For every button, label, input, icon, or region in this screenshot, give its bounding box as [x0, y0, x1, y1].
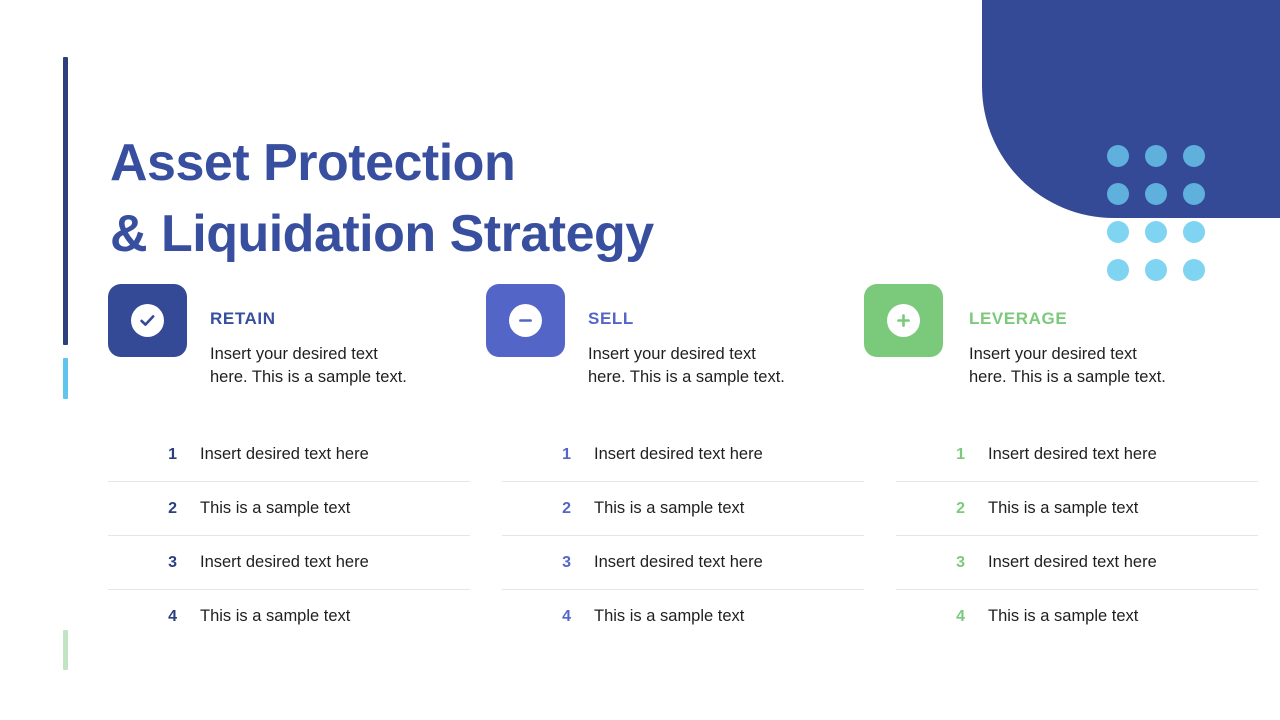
column-sell: SELL Insert your desired text here. This…: [486, 284, 864, 643]
column-header-leverage: LEVERAGE Insert your desired text here. …: [864, 284, 1226, 388]
list-item-label: This is a sample text: [200, 607, 351, 625]
list-item[interactable]: 1 Insert desired text here: [502, 428, 864, 482]
strategy-columns: RETAIN Insert your desired text here. Th…: [108, 284, 1258, 643]
list-item-label: Insert desired text here: [594, 553, 763, 571]
check-circle-icon: [131, 304, 164, 337]
column-label-retain: RETAIN: [210, 309, 276, 328]
dot: [1183, 221, 1205, 243]
column-header-retain: RETAIN Insert your desired text here. Th…: [108, 284, 470, 388]
column-description-sell: Insert your desired text here. This is a…: [588, 345, 785, 387]
dot: [1183, 183, 1205, 205]
list-item-number: 2: [956, 499, 965, 517]
list-item[interactable]: 4 This is a sample text: [896, 590, 1258, 643]
page-title: Asset Protection & Liquidation Strategy: [110, 128, 950, 269]
dot: [1145, 183, 1167, 205]
column-retain: RETAIN Insert your desired text here. Th…: [108, 284, 470, 643]
list-item[interactable]: 2 This is a sample text: [108, 482, 470, 536]
list-item-number: 1: [956, 445, 965, 463]
list-item[interactable]: 2 This is a sample text: [502, 482, 864, 536]
accent-bar-green: [63, 630, 68, 670]
column-header-text-sell: SELL Insert your desired text here. This…: [588, 284, 785, 390]
icon-card-retain[interactable]: [108, 284, 187, 357]
column-leverage: LEVERAGE Insert your desired text here. …: [864, 284, 1258, 643]
list-item-label: Insert desired text here: [594, 445, 763, 463]
list-item[interactable]: 3 Insert desired text here: [108, 536, 470, 590]
dot: [1107, 145, 1129, 167]
list-item-label: This is a sample text: [594, 607, 745, 625]
list-item-number: 2: [168, 499, 177, 517]
list-item-label: This is a sample text: [988, 499, 1139, 517]
icon-card-sell[interactable]: [486, 284, 565, 357]
list-item-label: Insert desired text here: [200, 553, 369, 571]
list-item[interactable]: 3 Insert desired text here: [896, 536, 1258, 590]
list-item-number: 4: [168, 607, 177, 625]
dot: [1107, 259, 1129, 281]
dot: [1107, 183, 1129, 205]
list-item[interactable]: 4 This is a sample text: [502, 590, 864, 643]
dot: [1145, 259, 1167, 281]
list-item[interactable]: 1 Insert desired text here: [108, 428, 470, 482]
column-description-leverage: Insert your desired text here. This is a…: [969, 345, 1166, 387]
list-leverage: 1 Insert desired text here 2 This is a s…: [896, 428, 1258, 643]
list-retain: 1 Insert desired text here 2 This is a s…: [108, 428, 470, 643]
list-item-label: This is a sample text: [200, 499, 351, 517]
list-item-label: Insert desired text here: [988, 445, 1157, 463]
list-item-number: 3: [562, 553, 571, 571]
list-item-number: 4: [562, 607, 571, 625]
dot: [1183, 259, 1205, 281]
column-header-sell: SELL Insert your desired text here. This…: [486, 284, 848, 388]
dot-grid: [1107, 145, 1225, 285]
dot: [1107, 221, 1129, 243]
column-header-text-leverage: LEVERAGE Insert your desired text here. …: [969, 284, 1166, 390]
column-header-text-retain: RETAIN Insert your desired text here. Th…: [210, 284, 407, 390]
list-item[interactable]: 4 This is a sample text: [108, 590, 470, 643]
list-item[interactable]: 3 Insert desired text here: [502, 536, 864, 590]
column-description-retain: Insert your desired text here. This is a…: [210, 345, 407, 387]
accent-bar-navy: [63, 57, 68, 345]
column-label-sell: SELL: [588, 309, 634, 328]
list-item-label: Insert desired text here: [988, 553, 1157, 571]
list-item-number: 4: [956, 607, 965, 625]
list-sell: 1 Insert desired text here 2 This is a s…: [502, 428, 864, 643]
list-item-number: 3: [956, 553, 965, 571]
dot: [1183, 145, 1205, 167]
list-item-label: This is a sample text: [594, 499, 745, 517]
column-label-leverage: LEVERAGE: [969, 309, 1068, 328]
list-item-number: 2: [562, 499, 571, 517]
page-title-line-2: & Liquidation Strategy: [110, 204, 654, 263]
page-title-line-1: Asset Protection: [110, 133, 516, 192]
plus-circle-icon: [887, 304, 920, 337]
list-item-label: Insert desired text here: [200, 445, 369, 463]
dot: [1145, 221, 1167, 243]
navy-rounded-shape: [982, 0, 1280, 218]
list-item-number: 1: [562, 445, 571, 463]
list-item-number: 1: [168, 445, 177, 463]
list-item-label: This is a sample text: [988, 607, 1139, 625]
list-item[interactable]: 2 This is a sample text: [896, 482, 1258, 536]
icon-card-leverage[interactable]: [864, 284, 943, 357]
list-item-number: 3: [168, 553, 177, 571]
dot: [1145, 145, 1167, 167]
list-item[interactable]: 1 Insert desired text here: [896, 428, 1258, 482]
accent-bar-blue: [63, 358, 68, 399]
minus-circle-icon: [509, 304, 542, 337]
